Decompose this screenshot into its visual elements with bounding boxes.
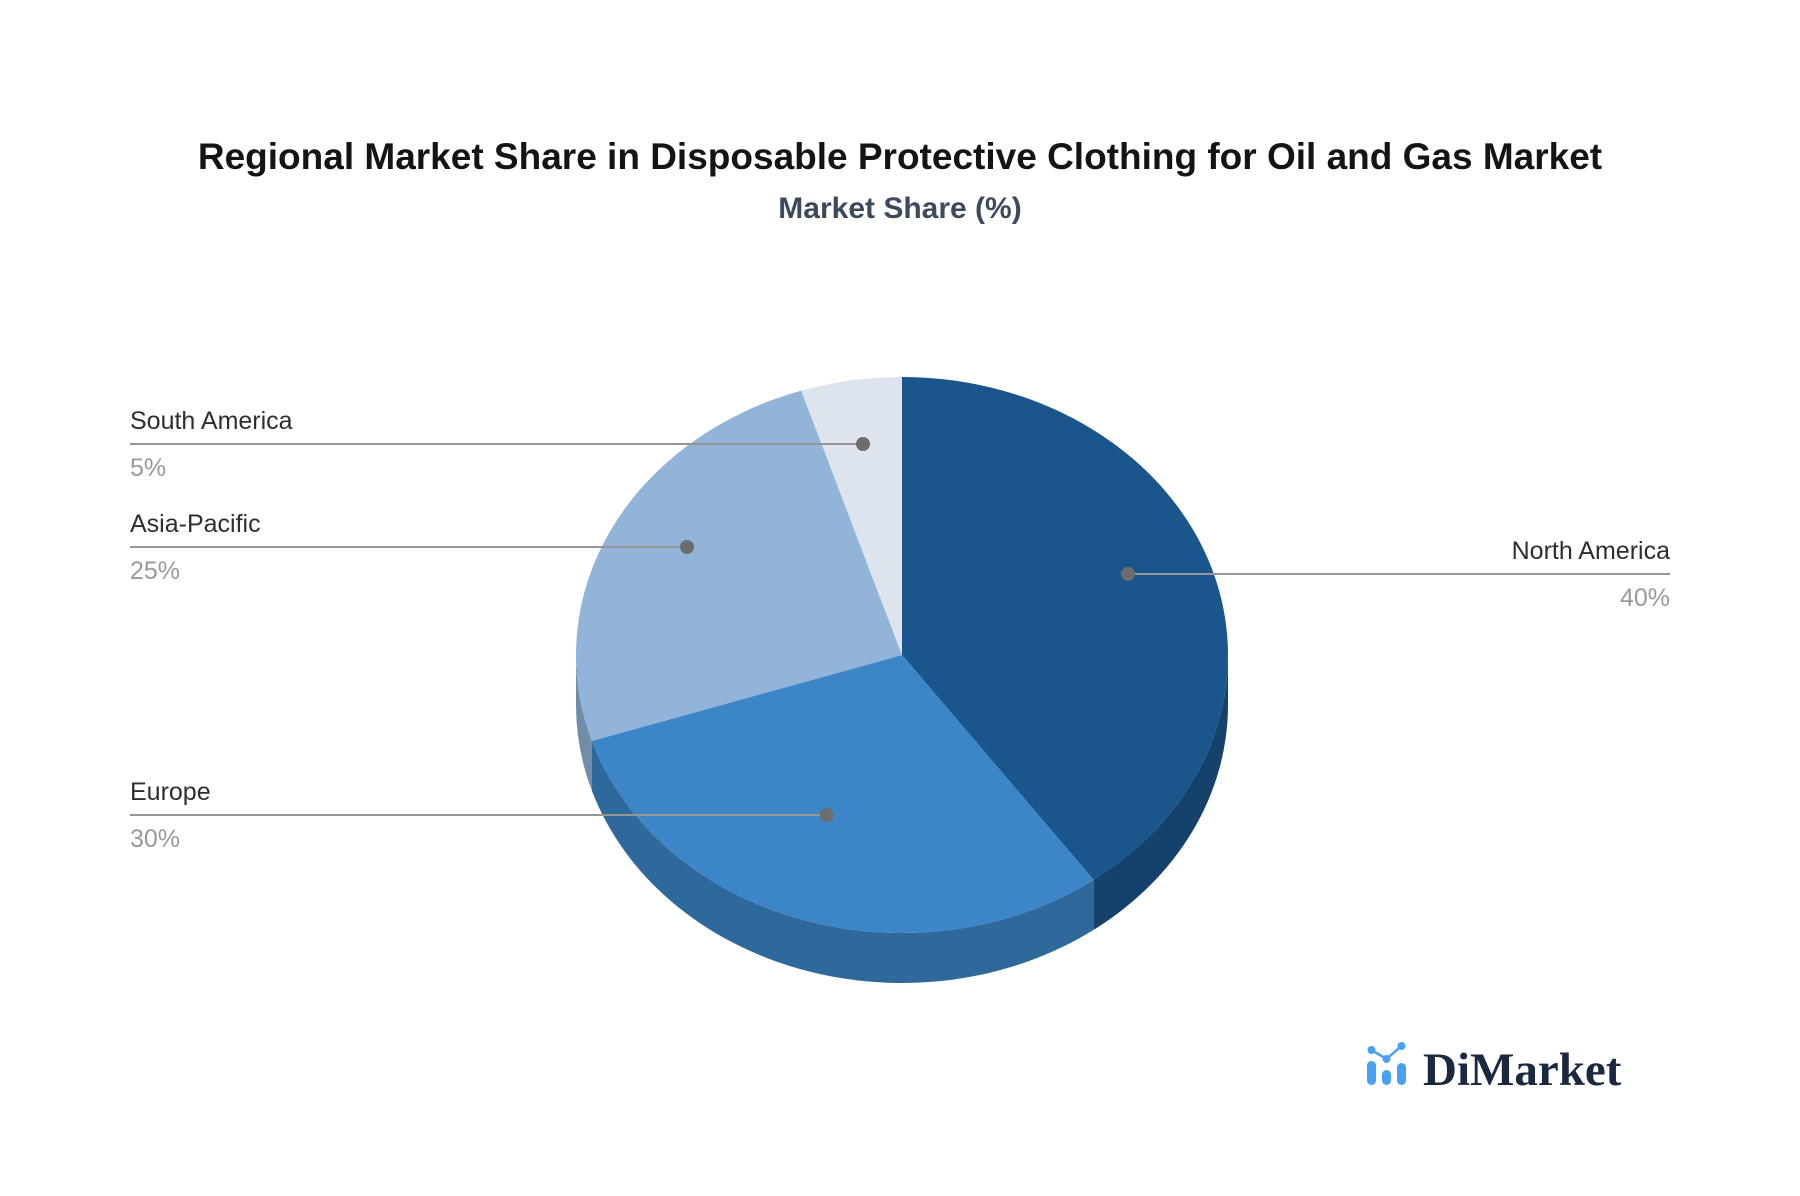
slice-value-europe: 30%	[130, 825, 181, 853]
leader-dot-south-america	[856, 437, 870, 451]
pie-slice-north-america	[902, 376, 1229, 880]
slice-label-europe: Europe	[130, 778, 211, 806]
pie-rim-asia-pacific	[576, 655, 592, 791]
slice-label-asia-pacific: Asia-Pacific	[130, 510, 261, 538]
pie-rim-north-america	[1093, 655, 1228, 930]
pie-slice-asia-pacific	[576, 390, 902, 741]
pie-rim-europe	[591, 740, 1094, 984]
leader-dot-europe	[820, 808, 834, 822]
dimarket-logo-icon	[1367, 1042, 1406, 1085]
chart-subtitle: Market Share (%)	[778, 192, 1022, 225]
leader-dot-north-america	[1121, 567, 1135, 581]
pie-slice-south-america	[801, 377, 902, 655]
slice-label-south-america: South America	[130, 407, 293, 435]
dimarket-logo-text: DiMarket	[1423, 1044, 1622, 1096]
chart-title: Regional Market Share in Disposable Prot…	[197, 136, 1603, 177]
leader-dot-asia-pacific	[680, 540, 694, 554]
slice-label-north-america: North America	[1511, 537, 1670, 565]
slice-value-asia-pacific: 25%	[130, 557, 181, 585]
dimarket-logo: DiMarket	[1364, 1041, 1621, 1094]
slice-value-north-america: 40%	[1619, 584, 1670, 612]
pie-slice-europe	[591, 655, 1094, 934]
slice-value-south-america: 5%	[130, 454, 167, 482]
